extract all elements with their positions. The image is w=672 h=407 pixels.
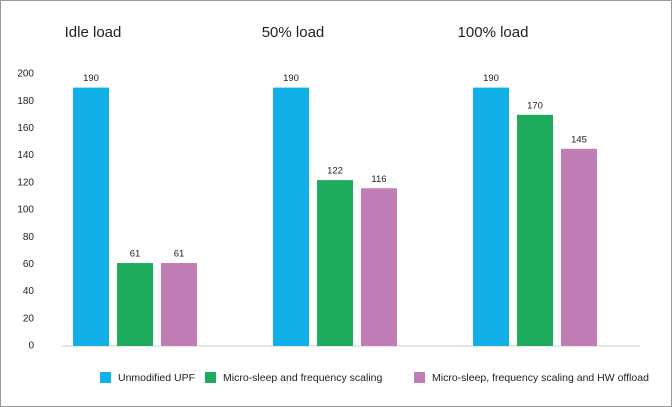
y-tick-label: 40 <box>23 286 35 297</box>
bar <box>473 87 509 346</box>
bar <box>561 148 597 346</box>
legend-label: Micro-sleep, frequency scaling and HW of… <box>432 372 649 384</box>
value-label: 61 <box>174 249 185 260</box>
y-tick-label: 140 <box>17 150 34 161</box>
bar <box>273 87 309 346</box>
legend-label: Unmodified UPF <box>118 372 195 384</box>
bar <box>73 87 109 346</box>
value-label: 170 <box>527 100 543 111</box>
y-tick-label: 0 <box>28 341 34 352</box>
legend-swatch <box>100 372 111 383</box>
value-label: 190 <box>483 73 499 84</box>
value-label: 61 <box>130 249 141 260</box>
y-tick-label: 20 <box>23 313 35 324</box>
y-tick-label: 80 <box>23 232 35 243</box>
y-tick-label: 200 <box>17 69 34 80</box>
y-tick-label: 60 <box>23 259 35 270</box>
y-tick-label: 100 <box>17 205 34 216</box>
legend-label: Micro-sleep and frequency scaling <box>223 372 382 384</box>
bar <box>317 180 353 346</box>
legend-swatch <box>414 372 425 383</box>
value-label: 116 <box>371 174 386 185</box>
category-label: 50% load <box>262 24 325 41</box>
y-tick-label: 160 <box>17 123 34 134</box>
value-label: 122 <box>327 166 343 177</box>
legend-swatch <box>205 372 216 383</box>
category-label: Idle load <box>65 24 122 41</box>
bar <box>361 188 397 346</box>
y-tick-label: 120 <box>17 177 34 188</box>
value-label: 190 <box>83 73 99 84</box>
y-tick-label: 180 <box>17 96 34 107</box>
bar <box>161 263 197 346</box>
value-label: 145 <box>571 134 587 145</box>
bar <box>517 114 553 346</box>
bar <box>117 263 153 346</box>
category-label: 100% load <box>458 24 529 41</box>
value-label: 190 <box>283 73 299 84</box>
